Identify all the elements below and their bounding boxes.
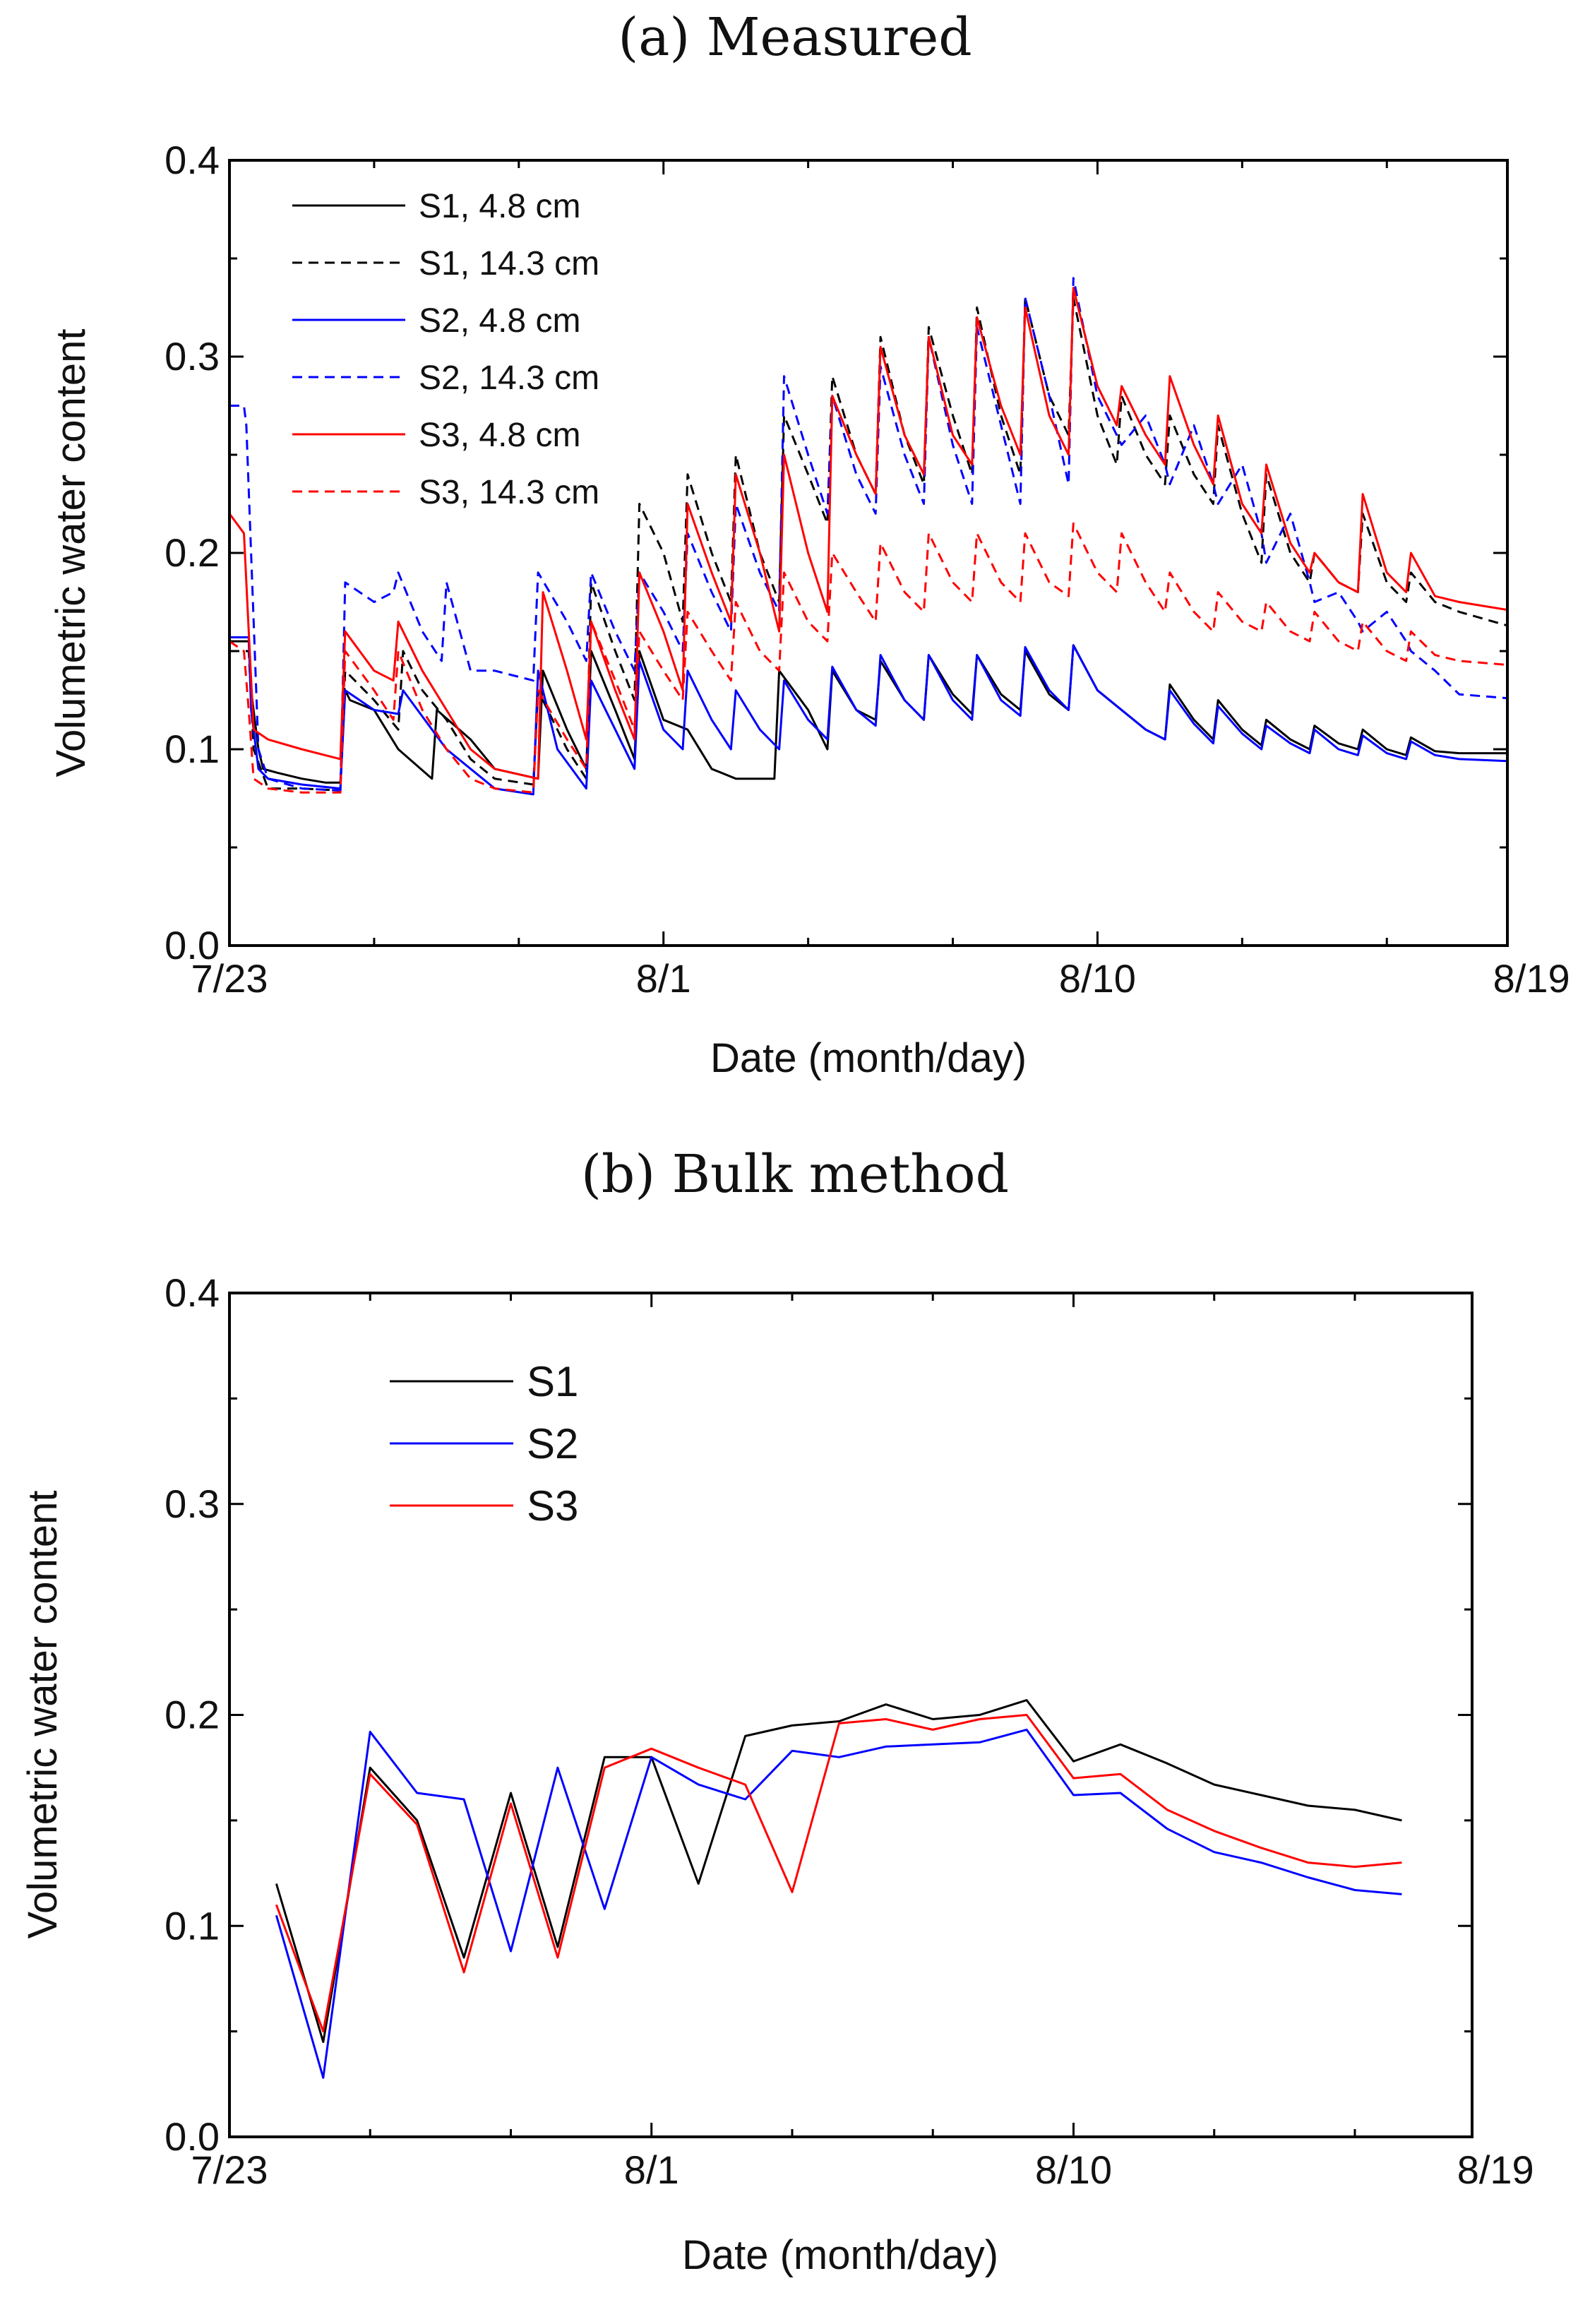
x-tick-label: 8/10 (1035, 2147, 1112, 2192)
y-tick-label: 0.4 (165, 1270, 220, 1315)
y-tick-label: 0.0 (165, 923, 220, 967)
y-tick-label: 0.4 (165, 138, 220, 182)
legend-label: S1, 4.8 cm (419, 188, 580, 225)
series-line (229, 636, 1508, 796)
x-tick-label: 7/23 (191, 2147, 268, 2192)
series-line (228, 287, 1508, 780)
legend: S1 S2 S3 (390, 1358, 578, 1530)
y-tick-label: 0.2 (165, 1693, 220, 1737)
series-line (275, 1714, 1402, 2033)
x-tick-label: 8/19 (1457, 2147, 1534, 2192)
panel-a: (a) Measured 0.0 0.1 0.2 0.3 0.4 7/23 8/1 8/10 8… (48, 7, 1570, 1081)
y-tick-label: 0.1 (165, 1903, 220, 1948)
y-axis-label: Volumetric water content (48, 328, 94, 777)
y-tick-label: 0.3 (165, 334, 220, 379)
y-axis-label: Volumetric water content (20, 1490, 66, 1938)
y-tick-label: 0.0 (165, 2114, 220, 2159)
plot-frame (228, 159, 1509, 947)
y-tick-label: 0.3 (165, 1482, 220, 1526)
plot-area: 0.0 0.1 0.2 0.3 0.4 7/23 8/1 8/10 8/19 (165, 1270, 1534, 2192)
x-tick-label: 8/10 (1059, 956, 1136, 1001)
panel-b: (b) Bulk method 0.0 0.1 0.2 0.3 0.4 7/23 8/1 8/… (20, 1144, 1534, 2278)
series-line (275, 1728, 1402, 2079)
legend-label: S3 (527, 1482, 578, 1530)
x-tick-label: 8/1 (624, 2147, 679, 2192)
series-line (275, 1699, 1402, 2044)
legend: S1, 4.8 cm S1, 14.3 cm S2, 4.8 cm S2, 14.3 … (292, 188, 599, 511)
legend-label: S3, 4.8 cm (419, 417, 580, 454)
plot-frame (228, 1292, 1474, 2138)
plot-area: 0.0 0.1 0.2 0.3 0.4 7/23 8/1 8/10 8/19 (165, 138, 1570, 1001)
x-tick-label: 7/23 (191, 956, 268, 1001)
y-tick-label: 0.1 (165, 727, 220, 771)
x-tick-label: 8/19 (1493, 956, 1570, 1001)
chart-title: (a) Measured (618, 7, 972, 68)
legend-label: S2 (527, 1420, 578, 1467)
legend-label: S2, 14.3 cm (419, 359, 599, 397)
legend-label: S1, 14.3 cm (419, 245, 599, 282)
y-tick-label: 0.2 (165, 530, 220, 575)
chart-title: (b) Bulk method (581, 1144, 1009, 1205)
x-axis-label: Date (month/day) (710, 1035, 1027, 1081)
series-line (229, 277, 1508, 792)
series-line (229, 522, 1508, 794)
legend-label: S3, 14.3 cm (419, 474, 599, 511)
x-axis-label: Date (month/day) (682, 2232, 998, 2278)
legend-label: S1 (527, 1358, 578, 1405)
x-tick-label: 8/1 (636, 956, 691, 1001)
legend-label: S2, 4.8 cm (419, 302, 580, 340)
series-line (229, 640, 1507, 784)
